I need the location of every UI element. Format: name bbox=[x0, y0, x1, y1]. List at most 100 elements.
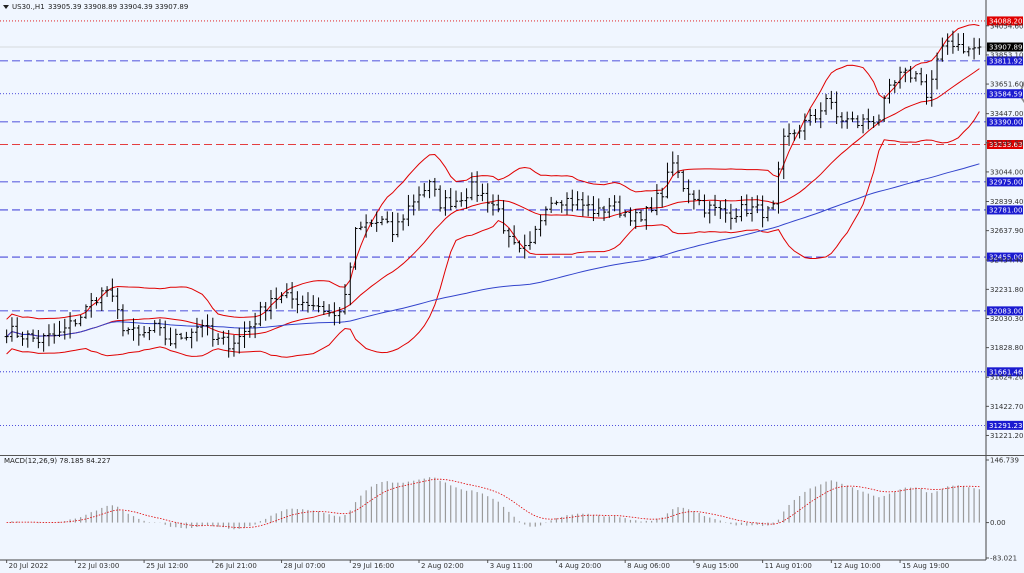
level-label: 32781.00 bbox=[989, 206, 1022, 214]
macd-panel: 146.739 0.00 -83.021 bbox=[6, 457, 1019, 563]
macd-header: MACD(12,26,9) 78.185 84.227 bbox=[4, 457, 111, 465]
candle bbox=[522, 234, 527, 259]
candle bbox=[274, 287, 279, 309]
candle bbox=[464, 188, 469, 209]
candle bbox=[623, 210, 628, 218]
ohlc-readout: 33905.39 33908.89 33904.39 33907.89 bbox=[48, 3, 188, 11]
candle bbox=[908, 65, 913, 83]
candle bbox=[210, 317, 215, 347]
candle bbox=[73, 319, 78, 327]
x-tick-label: 11 Aug 01:00 bbox=[765, 562, 812, 570]
candle bbox=[977, 38, 982, 55]
level-tag bbox=[987, 89, 1023, 99]
candle bbox=[179, 332, 184, 340]
level-tag bbox=[987, 367, 1023, 377]
candle bbox=[723, 199, 728, 223]
candle bbox=[31, 329, 36, 342]
candle bbox=[929, 70, 934, 107]
candle bbox=[4, 329, 9, 344]
candle bbox=[644, 206, 649, 230]
candle bbox=[506, 227, 511, 248]
candle bbox=[633, 209, 638, 229]
macd-tick-label: 146.739 bbox=[990, 457, 1019, 465]
level-label: 32455.00 bbox=[989, 254, 1022, 262]
candle bbox=[691, 190, 696, 210]
candle bbox=[845, 111, 850, 129]
candle bbox=[459, 192, 464, 207]
candle bbox=[781, 128, 786, 180]
candle bbox=[157, 319, 162, 336]
candle bbox=[660, 187, 665, 208]
candle bbox=[15, 317, 20, 338]
candle bbox=[311, 295, 316, 311]
candle bbox=[760, 195, 765, 228]
candle bbox=[453, 190, 458, 209]
x-tick-label: 28 Jul 07:00 bbox=[284, 562, 326, 570]
candle bbox=[374, 211, 379, 232]
forecast-arrows bbox=[1018, 80, 1024, 104]
candle bbox=[36, 329, 41, 349]
candle bbox=[131, 318, 136, 341]
candle bbox=[697, 189, 702, 206]
candle bbox=[543, 206, 548, 226]
candle bbox=[448, 188, 453, 211]
candle bbox=[665, 162, 670, 199]
x-tick-label: 3 Aug 11:00 bbox=[490, 562, 533, 570]
candle bbox=[364, 214, 369, 238]
candle bbox=[401, 214, 406, 231]
candle bbox=[765, 206, 770, 222]
candle bbox=[390, 212, 395, 243]
candle bbox=[290, 282, 295, 309]
candle bbox=[533, 225, 538, 245]
candle bbox=[305, 292, 310, 313]
candle bbox=[559, 200, 564, 213]
candle bbox=[348, 262, 353, 306]
candle bbox=[438, 185, 443, 212]
x-tick-label: 15 Aug 19:00 bbox=[902, 562, 949, 570]
y-tick-label: 32030.30 bbox=[990, 315, 1023, 323]
candle bbox=[342, 284, 347, 315]
candle bbox=[20, 331, 25, 346]
y-tick-label: 32231.80 bbox=[990, 286, 1023, 294]
candle bbox=[126, 327, 131, 335]
bollinger-lower bbox=[6, 111, 980, 358]
candle bbox=[327, 304, 332, 317]
candle bbox=[792, 129, 797, 141]
candle bbox=[549, 196, 554, 213]
candle bbox=[258, 301, 263, 327]
y-tick-label: 33853.10 bbox=[990, 51, 1023, 59]
candle bbox=[168, 327, 173, 347]
candle bbox=[263, 302, 268, 321]
candle bbox=[966, 46, 971, 57]
candle bbox=[892, 80, 897, 93]
candle bbox=[750, 196, 755, 222]
candle bbox=[713, 194, 718, 216]
macd-tick-label: 0.00 bbox=[990, 519, 1006, 527]
candle bbox=[972, 37, 977, 60]
candle bbox=[432, 177, 437, 197]
candle bbox=[903, 67, 908, 83]
candle bbox=[913, 71, 918, 82]
candle bbox=[813, 108, 818, 123]
y-tick-label: 34054.60 bbox=[990, 22, 1023, 30]
candle bbox=[369, 219, 374, 227]
candle bbox=[861, 114, 866, 134]
candle bbox=[876, 114, 881, 126]
candle bbox=[887, 78, 892, 104]
candle bbox=[332, 302, 337, 326]
candle bbox=[808, 108, 813, 126]
arrow-up-1 bbox=[1018, 80, 1024, 95]
candle bbox=[469, 172, 474, 201]
candle bbox=[231, 334, 236, 357]
chevron-down-icon[interactable] bbox=[3, 5, 9, 9]
y-tick-label: 32839.40 bbox=[990, 198, 1023, 206]
current-price-tag bbox=[987, 42, 1023, 52]
macd-signal-line bbox=[6, 478, 980, 529]
level-label: 33390.00 bbox=[989, 118, 1022, 126]
candle bbox=[337, 307, 342, 324]
candle bbox=[834, 91, 839, 124]
candle bbox=[517, 240, 522, 253]
candle bbox=[411, 194, 416, 216]
candle bbox=[200, 319, 205, 338]
